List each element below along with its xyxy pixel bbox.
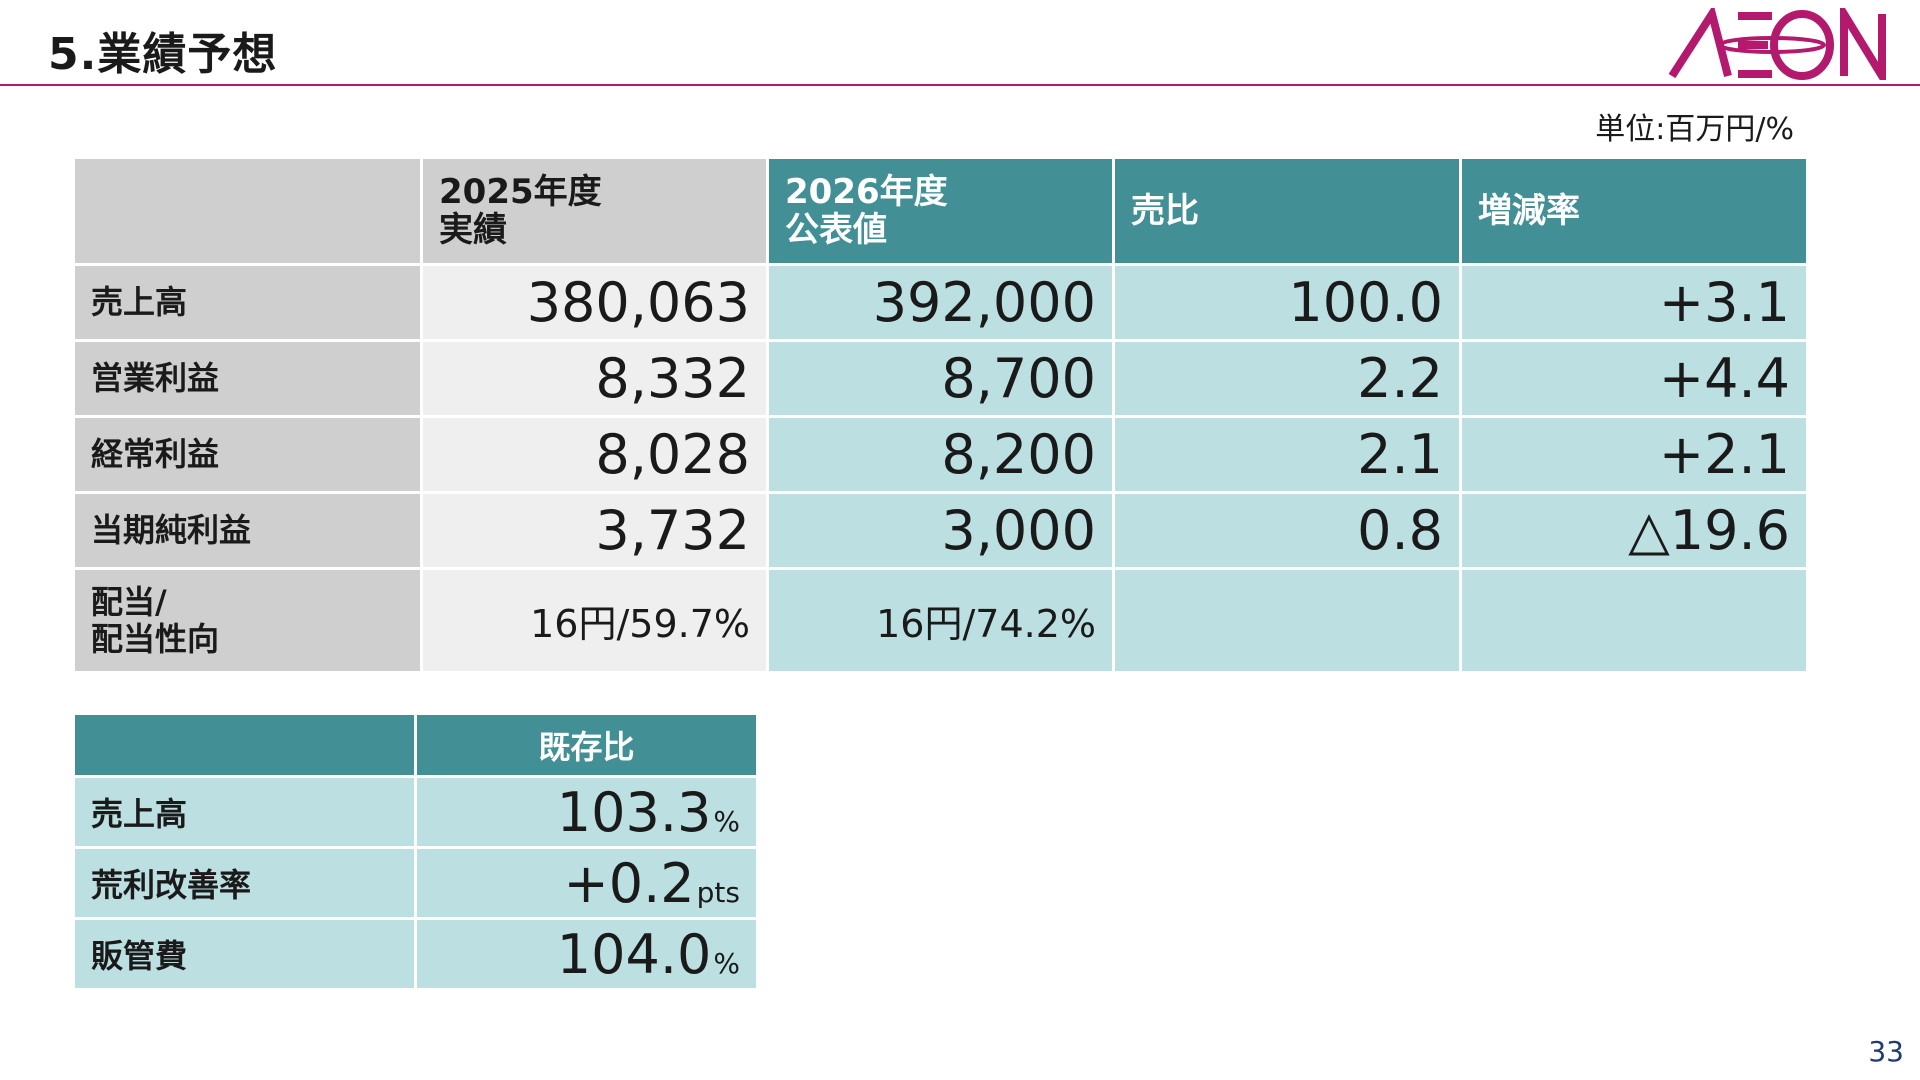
aeon-logo [1668, 8, 1886, 80]
table-row: 売上高 103.3% [75, 778, 756, 846]
ratio-value: 0.8 [1115, 494, 1459, 567]
forecast-value: 3,000 [769, 494, 1112, 567]
actual-value: 8,332 [423, 342, 766, 415]
actual-value: 380,063 [423, 266, 766, 339]
unit-label: 単位:百万円/% [1595, 112, 1794, 147]
page-number: 33 [1868, 1035, 1904, 1068]
actual-value: 3,732 [423, 494, 766, 567]
page-title: 5.業績予想 [48, 29, 278, 80]
table-row: 配当/ 配当性向 16円/59.7% 16円/74.2% [75, 570, 1806, 671]
existing-header-label: 既存比 [417, 715, 756, 775]
table-row: 売上高 380,063 392,000 100.0 +3.1 [75, 266, 1806, 339]
header-change-rate: 増減率 [1462, 159, 1806, 263]
ratio-value: 2.1 [1115, 418, 1459, 491]
change-value: △19.6 [1462, 494, 1806, 567]
existing-store-table: 既存比 売上高 103.3% 荒利改善率 +0.2pts 販管費 104.0% [72, 712, 759, 991]
row-label: 当期純利益 [75, 494, 420, 567]
change-value: +3.1 [1462, 266, 1806, 339]
forecast-value: 392,000 [769, 266, 1112, 339]
change-value: +2.1 [1462, 418, 1806, 491]
change-value [1462, 570, 1806, 671]
row-label: 経常利益 [75, 418, 420, 491]
forecast-value: 16円/74.2% [769, 570, 1112, 671]
actual-value: 8,028 [423, 418, 766, 491]
header-2025-actual: 2025年度 実績 [423, 159, 766, 263]
change-value: +4.4 [1462, 342, 1806, 415]
actual-value: 16円/59.7% [423, 570, 766, 671]
row-label: 配当/ 配当性向 [75, 570, 420, 671]
table-header-row: 2025年度 実績 2026年度 公表値 売比 増減率 [75, 159, 1806, 263]
row-label: 営業利益 [75, 342, 420, 415]
forecast-value: 8,200 [769, 418, 1112, 491]
ratio-value [1115, 570, 1459, 671]
ratio-value: 100.0 [1115, 266, 1459, 339]
existing-header-empty [75, 715, 414, 775]
table-row: 販管費 104.0% [75, 920, 756, 988]
table-row: 荒利改善率 +0.2pts [75, 849, 756, 917]
header-divider [0, 84, 1920, 86]
forecast-table: 2025年度 実績 2026年度 公表値 売比 増減率 売上高 380,063 … [72, 156, 1809, 674]
ratio-value: 2.2 [1115, 342, 1459, 415]
table-row: 当期純利益 3,732 3,000 0.8 △19.6 [75, 494, 1806, 567]
row-label: 荒利改善率 [75, 849, 414, 917]
row-label: 販管費 [75, 920, 414, 988]
header-sales-ratio: 売比 [1115, 159, 1459, 263]
existing-value: 104.0% [417, 920, 756, 988]
header-2026-forecast: 2026年度 公表値 [769, 159, 1112, 263]
header-empty-cell [75, 159, 420, 263]
forecast-value: 8,700 [769, 342, 1112, 415]
row-label: 売上高 [75, 778, 414, 846]
existing-value: +0.2pts [417, 849, 756, 917]
table-row: 経常利益 8,028 8,200 2.1 +2.1 [75, 418, 1806, 491]
row-label: 売上高 [75, 266, 420, 339]
existing-header-row: 既存比 [75, 715, 756, 775]
table-row: 営業利益 8,332 8,700 2.2 +4.4 [75, 342, 1806, 415]
existing-value: 103.3% [417, 778, 756, 846]
